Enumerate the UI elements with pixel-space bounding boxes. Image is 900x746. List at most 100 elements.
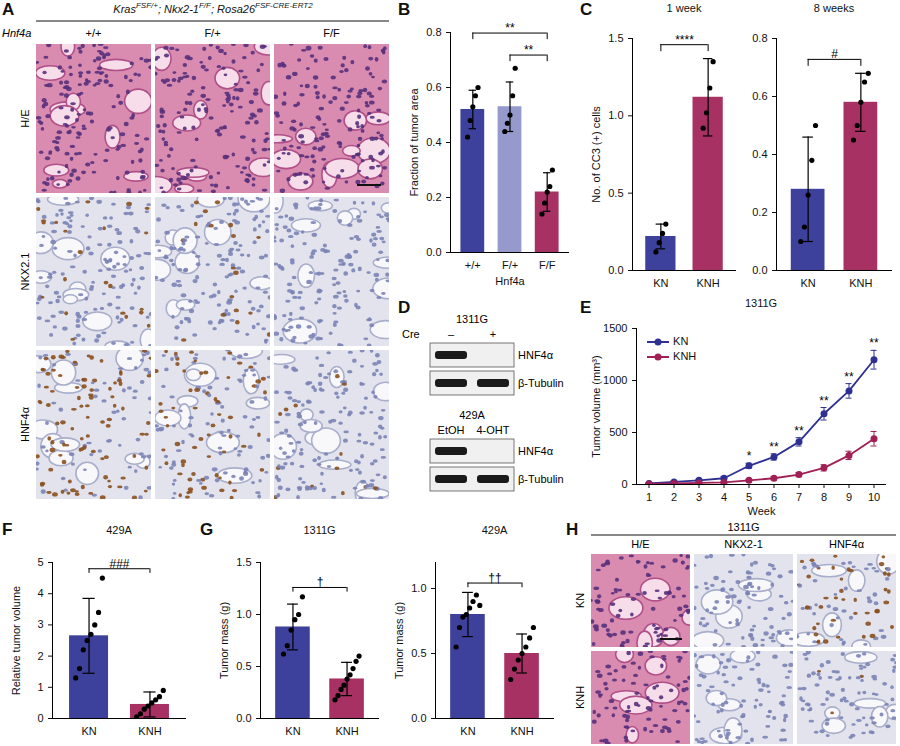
svg-text:KNH: KNH	[335, 725, 358, 737]
svg-text:KN: KN	[574, 593, 586, 608]
svg-text:10: 10	[868, 491, 880, 503]
svg-text:1311G: 1311G	[727, 521, 759, 533]
svg-text:429A: 429A	[459, 409, 485, 421]
svg-text:NKX2-1: NKX2-1	[724, 538, 763, 550]
svg-text:Hnf4a: Hnf4a	[495, 275, 525, 287]
svg-text:1.0: 1.0	[608, 109, 623, 121]
svg-text:0.0: 0.0	[236, 712, 251, 724]
svg-text:EtOH: EtOH	[438, 424, 465, 436]
svg-text:KNH: KNH	[138, 725, 161, 737]
svg-text:No. of CC3 (+) cells: No. of CC3 (+) cells	[590, 106, 602, 203]
svg-text:4: 4	[721, 491, 727, 503]
svg-text:0.8: 0.8	[752, 32, 767, 44]
svg-text:0.6: 0.6	[426, 81, 441, 93]
svg-text:0.5: 0.5	[236, 660, 251, 672]
svg-text:4-OHT: 4-OHT	[477, 424, 510, 436]
svg-text:**: **	[869, 336, 879, 350]
svg-text:**: **	[819, 394, 829, 408]
svg-text:β-Tubulin: β-Tubulin	[518, 377, 564, 389]
svg-text:3: 3	[696, 491, 702, 503]
html-text:KrasFSF/+; Nkx2-1F/F; Rosa26FS: KrasFSF/+; Nkx2-1F/F; Rosa26FSF-CRE-ERT2	[113, 1, 313, 15]
svg-text:6: 6	[771, 491, 777, 503]
svg-text:Hnf4a: Hnf4a	[2, 27, 31, 39]
svg-text:2: 2	[37, 650, 43, 662]
svg-text:*: *	[747, 449, 752, 463]
svg-text:–: –	[448, 328, 455, 340]
svg-text:1: 1	[646, 491, 652, 503]
svg-text:0.5: 0.5	[411, 647, 426, 659]
svg-text:+/+: +/+	[465, 259, 481, 271]
svg-text:0.0: 0.0	[426, 246, 441, 258]
svg-text:F/F: F/F	[539, 259, 556, 271]
svg-text:Week: Week	[748, 505, 776, 517]
svg-text:HNF4α: HNF4α	[518, 349, 554, 361]
svg-text:Relative tumor volume: Relative tumor volume	[10, 586, 22, 695]
svg-text:0: 0	[37, 712, 43, 724]
svg-text:**: **	[844, 370, 854, 384]
svg-text:KN: KN	[800, 277, 815, 289]
svg-text:Tumor mass (g): Tumor mass (g)	[393, 602, 405, 679]
svg-text:KNH: KNH	[510, 725, 533, 737]
svg-text:#: #	[831, 47, 838, 61]
svg-text:KNH: KNH	[849, 277, 872, 289]
svg-text:Cre: Cre	[402, 328, 420, 340]
svg-text:††: ††	[488, 571, 501, 585]
svg-text:F/+: F/+	[204, 27, 220, 39]
svg-text:HNF4α: HNF4α	[19, 406, 31, 442]
svg-text:0.2: 0.2	[426, 191, 441, 203]
svg-text:4: 4	[37, 587, 43, 599]
svg-text:NKX2.1: NKX2.1	[19, 253, 31, 291]
svg-text:1.0: 1.0	[411, 582, 426, 594]
svg-text:KNH: KNH	[574, 686, 586, 709]
svg-text:1000: 1000	[603, 374, 627, 386]
svg-text:+: +	[490, 328, 496, 340]
svg-text:1.0: 1.0	[236, 608, 251, 620]
svg-text:Fraction of tumor area: Fraction of tumor area	[408, 88, 420, 197]
svg-text:1500: 1500	[603, 322, 627, 334]
svg-text:1.5: 1.5	[236, 556, 251, 568]
svg-text:8: 8	[821, 491, 827, 503]
svg-text:**: **	[524, 43, 534, 57]
svg-text:KN: KN	[653, 277, 668, 289]
svg-text:F/F: F/F	[323, 27, 340, 39]
svg-text:H/E: H/E	[631, 538, 649, 550]
svg-text:500: 500	[609, 426, 627, 438]
svg-text:HNF4α: HNF4α	[518, 445, 554, 457]
svg-text:1: 1	[37, 681, 43, 693]
svg-text:F/+: F/+	[502, 259, 518, 271]
svg-text:+/+: +/+	[86, 27, 102, 39]
svg-text:###: ###	[109, 557, 129, 571]
svg-text:0: 0	[621, 478, 627, 490]
svg-text:0.4: 0.4	[752, 148, 767, 160]
svg-text:5: 5	[746, 491, 752, 503]
svg-text:0.0: 0.0	[411, 712, 426, 724]
svg-text:KN: KN	[460, 725, 475, 737]
svg-text:0.8: 0.8	[426, 26, 441, 38]
svg-text:1.5: 1.5	[608, 32, 623, 44]
svg-text:KNH: KNH	[697, 277, 720, 289]
svg-text:KN: KN	[81, 725, 96, 737]
svg-text:†: †	[317, 575, 324, 589]
svg-text:2: 2	[671, 491, 677, 503]
svg-text:****: ****	[675, 33, 694, 47]
svg-text:9: 9	[846, 491, 852, 503]
svg-text:3: 3	[37, 618, 43, 630]
svg-text:H/E: H/E	[19, 109, 31, 127]
svg-text:0.0: 0.0	[608, 264, 623, 276]
svg-text:1311G: 1311G	[456, 313, 488, 325]
svg-text:**: **	[505, 21, 515, 35]
svg-text:KN: KN	[285, 725, 300, 737]
svg-text:0.2: 0.2	[752, 206, 767, 218]
svg-text:β-Tubulin: β-Tubulin	[518, 473, 564, 485]
svg-text:Tumor volume (mm³): Tumor volume (mm³)	[590, 355, 602, 457]
svg-text:HNF4α: HNF4α	[829, 538, 865, 550]
svg-text:5: 5	[37, 556, 43, 568]
svg-text:0.6: 0.6	[752, 90, 767, 102]
svg-text:0.5: 0.5	[608, 187, 623, 199]
svg-text:**: **	[769, 440, 779, 454]
svg-text:0.4: 0.4	[426, 136, 441, 148]
svg-text:**: **	[794, 424, 804, 438]
svg-text:Tumor mass (g): Tumor mass (g)	[218, 602, 230, 679]
svg-text:0.0: 0.0	[752, 264, 767, 276]
svg-text:7: 7	[796, 491, 802, 503]
